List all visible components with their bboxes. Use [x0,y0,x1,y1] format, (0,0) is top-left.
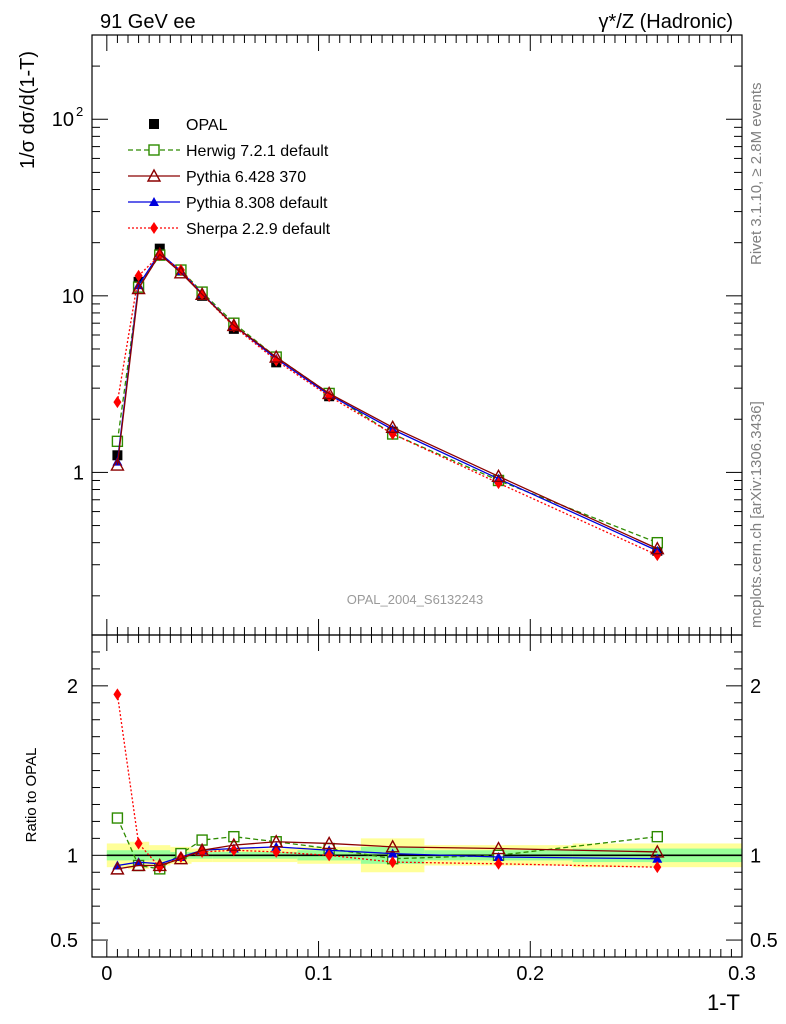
marker-diamond [176,264,185,277]
x-tick-label: 0 [101,963,112,985]
mcplots-label: mcplots.cern.ch [arXiv:1306.3436] [748,401,765,628]
main-series-pythia6 [110,246,665,555]
main-line-pythia6 [116,253,658,550]
marker-triangle [493,852,504,862]
ratio-y-tick-label: 0.5 [50,930,78,952]
rivet-label: Rivet 3.1.10, ≥ 2.8M events [748,83,765,266]
marker-triangle-open [385,839,400,853]
marker-diamond [653,861,662,874]
marker-diamond [494,477,503,490]
marker-diamond [325,390,334,403]
main-series-herwig [111,249,664,549]
legend-label: Pythia 6.428 370 [186,169,306,186]
marker-triangle-open [226,837,242,851]
legend-label: Pythia 8.308 default [186,195,328,212]
marker-triangle-open [226,317,242,332]
marker-diamond [494,857,503,870]
header-right-label: γ*/Z (Hadronic) [599,11,733,33]
marker-triangle-open [269,834,284,848]
marker-triangle-open [491,841,506,855]
marker-triangle [652,853,663,863]
marker-diamond [113,688,122,701]
marker-triangle-open [152,858,167,872]
marker-triangle-open [650,844,665,858]
marker-diamond [388,856,397,869]
marker-diamond [272,354,281,367]
legend-entry-herwig: Herwig 7.2.1 default [128,143,329,160]
analysis-watermark: OPAL_2004_S6132243 [347,592,483,607]
y-tick-label: 10 [62,286,84,308]
ratio-y-tick-label: 2 [67,676,78,698]
marker-diamond [272,845,281,858]
marker-triangle-open [650,541,665,555]
marker-triangle-open [173,851,189,865]
ratio-y-tick-label: 1 [67,845,78,867]
marker-triangle-open [194,842,210,856]
legend-entry-pythia8: Pythia 8.308 default [128,195,328,212]
x-axis-label: 1-T [707,990,740,1015]
marker-square-open [111,812,124,824]
ratio-y-tick-label-right: 1 [750,845,761,867]
marker-diamond [134,269,143,282]
marker-triangle-open [110,457,125,471]
legend-label: OPAL [186,117,228,134]
main-series-opal [112,243,663,556]
marker-triangle-open [110,861,125,875]
marker-triangle [149,197,159,206]
legend-entry-opal: OPAL [149,117,228,134]
x-tick-label: 0.2 [516,963,544,985]
marker-square [112,450,123,461]
marker-triangle-open [269,349,284,363]
marker-triangle-open [173,265,189,279]
legend-label: Herwig 7.2.1 default [186,143,329,160]
marker-triangle-open [491,468,506,483]
marker-square-open [651,830,664,843]
x-tick-label: 0.3 [728,963,756,985]
y-tick-label: 10 [52,109,74,131]
marker-diamond [150,222,158,234]
marker-triangle-open [321,385,337,400]
ratio-y-tick-label-right: 0.5 [750,930,778,952]
header-left-label: 91 GeV ee [100,11,196,33]
marker-triangle-open [385,419,400,434]
legend-entry-sherpa: Sherpa 2.2.9 default [128,221,331,238]
marker-triangle-open [146,168,162,182]
main-y-axis-label: 1/σ dσ/d(1-T) [17,51,39,169]
ratio-line-pythia6 [117,841,658,870]
ratio-frame [91,634,743,958]
ratio-y-tick-label-right: 2 [750,676,761,698]
y-tick-exponent: 2 [76,104,83,119]
marker-square [149,119,159,129]
marker-triangle [387,848,398,858]
main-series-pythia8 [112,247,663,555]
legend: OPAL Herwig 7.2.1 default Pythia 6.428 370… [128,117,331,238]
marker-diamond [325,849,334,862]
marker-triangle-open [321,835,337,850]
marker-diamond [134,837,143,850]
marker-diamond [113,396,122,409]
ratio-series-pythia6 [110,834,665,875]
marker-triangle-open [131,858,146,872]
marker-triangle-open [194,286,210,301]
x-tick-label: 0.1 [305,963,333,985]
marker-square-open [228,830,240,843]
ratio-y-axis-label: Ratio to OPAL [23,748,40,843]
marker-triangle-open [152,246,167,260]
main-series-sherpa [113,249,662,562]
marker-diamond [388,428,397,441]
marker-square-open [111,435,124,448]
series-layer [110,243,665,875]
legend-entry-pythia6: Pythia 6.428 370 [128,168,306,186]
marker-square-open [148,144,160,156]
marker-triangle-open [131,281,146,295]
y-tick-label: 1 [73,462,84,484]
legend-label: Sherpa 2.2.9 default [186,221,331,238]
marker-diamond [653,549,662,562]
